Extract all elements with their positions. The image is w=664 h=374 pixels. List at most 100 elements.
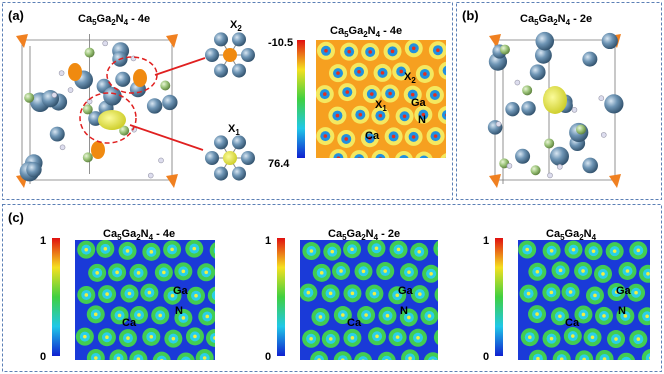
heat-dot: [441, 335, 445, 339]
heat-dot: [433, 93, 437, 97]
heat-dot: [184, 359, 187, 360]
atom: [514, 79, 521, 86]
heat-dot: [341, 313, 345, 317]
polyhedron: [16, 34, 28, 48]
heat-ring: [423, 352, 438, 360]
text-part: 2: [363, 30, 368, 39]
heat-dot: [306, 290, 311, 295]
electride-blob: [223, 151, 237, 165]
atom: [530, 165, 541, 176]
heat-core: [381, 355, 392, 360]
heat-dot: [657, 294, 661, 298]
heat-dot: [192, 246, 197, 251]
heat-dot: [467, 114, 471, 118]
heat-core: [437, 246, 438, 251]
site-label: X2: [230, 19, 242, 33]
heat-core: [599, 354, 610, 360]
heat-dot: [117, 313, 122, 318]
atom: [571, 107, 578, 113]
atom: [214, 135, 228, 150]
text-part: N: [116, 13, 124, 25]
text-part: 4: [374, 233, 379, 242]
heat-dot: [160, 358, 164, 360]
map-label: N: [618, 305, 626, 317]
heat-dot: [385, 359, 389, 360]
text-part: 2: [361, 233, 366, 242]
heat-dot: [84, 247, 89, 252]
heat-dot: [658, 249, 662, 253]
arrow: [154, 57, 206, 76]
atom: [582, 51, 598, 67]
heat-dot: [340, 358, 345, 360]
atom: [232, 135, 246, 150]
atom: [499, 44, 510, 55]
heat-dot: [636, 337, 641, 341]
heat-dot: [388, 91, 392, 96]
structure-title: Ca5Ga2N4 - 4e: [78, 13, 150, 27]
heat-core: [448, 310, 458, 320]
atom: [82, 104, 93, 115]
heatmap: [316, 40, 471, 164]
heat-dot: [467, 160, 471, 164]
panel-c-frame: [2, 204, 662, 372]
heat-dot: [416, 336, 420, 340]
heat-dot: [217, 249, 221, 253]
atom: [232, 166, 246, 181]
heat-dot: [625, 269, 630, 273]
heat-dot: [149, 250, 154, 254]
heat-dot: [215, 294, 219, 298]
atom: [505, 102, 520, 117]
text-part: Ga: [565, 228, 581, 240]
text-part: Ga: [97, 13, 113, 25]
text-part: 1: [235, 128, 240, 137]
heat-dot: [645, 314, 649, 319]
map-title: Ca5Ga2N4 - 4e: [103, 228, 175, 242]
map-label: Ca: [122, 317, 137, 329]
heat-dot: [115, 270, 119, 275]
heat-dot: [228, 360, 232, 364]
heat-dot: [350, 291, 355, 296]
heat-dot: [317, 358, 321, 360]
heat-dot: [407, 315, 411, 320]
text-part: - 4e: [128, 13, 150, 25]
cluster: [205, 135, 255, 181]
map-title: Ca5Ga2N4 - 2e: [328, 228, 400, 242]
heat-dot: [181, 316, 186, 320]
heat-dot: [213, 336, 215, 340]
heat-core: [314, 354, 325, 360]
polyhedron: [489, 174, 501, 188]
heat-dot: [336, 71, 340, 75]
heat-dot: [344, 137, 349, 141]
heat-core: [210, 332, 215, 343]
heat-dot: [357, 157, 361, 158]
atom: [506, 163, 513, 169]
heat-ring: [371, 149, 390, 158]
atom: [535, 31, 555, 51]
atom: [232, 63, 246, 78]
heat-core: [399, 154, 409, 158]
heat-dot: [451, 313, 455, 317]
text-part: N: [368, 25, 376, 37]
heat-dot: [137, 313, 141, 317]
cluster: [205, 32, 255, 78]
heat-dot: [571, 247, 576, 252]
heat-dot: [181, 269, 186, 274]
heat-dot: [649, 356, 650, 360]
heat-ring: [446, 350, 464, 368]
text-part: 2: [411, 76, 416, 85]
heat-dot: [402, 158, 406, 162]
text-part: Ca: [546, 228, 561, 240]
heat-core: [439, 290, 449, 300]
heat-ring: [350, 150, 369, 158]
heat-core: [441, 110, 446, 120]
heat-dot: [571, 334, 575, 338]
atom: [522, 85, 533, 96]
heat-dot: [103, 247, 108, 251]
heat-core: [556, 354, 567, 360]
heat-dot: [358, 112, 363, 117]
heat-dot: [225, 270, 229, 274]
electride-blob: [98, 110, 126, 130]
heat-dot: [158, 313, 163, 318]
heat-dot: [335, 113, 340, 118]
text-part: Ga: [349, 25, 365, 37]
